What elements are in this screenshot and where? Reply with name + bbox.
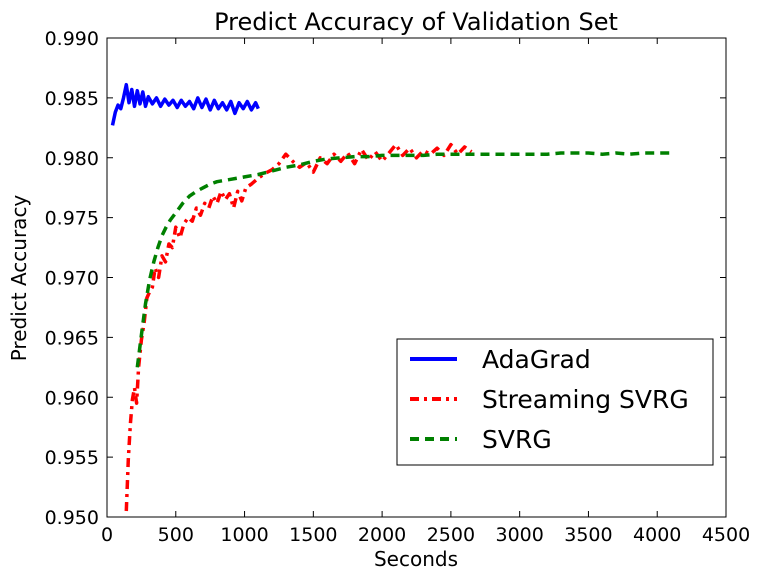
y-tick-label: 0.980 <box>45 148 99 170</box>
y-tick-label: 0.955 <box>45 447 99 469</box>
y-tick-label: 0.990 <box>45 28 99 50</box>
plot-area <box>110 82 671 512</box>
series-line-streaming-svrg <box>124 142 473 512</box>
x-tick-label: 2000 <box>358 524 406 546</box>
y-tick-label: 0.975 <box>45 208 99 230</box>
legend-label-adagrad: AdaGrad <box>482 345 591 374</box>
x-tick-label: 3000 <box>495 524 543 546</box>
series-line-svrg <box>135 151 671 368</box>
x-tick-label: 1500 <box>289 524 337 546</box>
axes: 0 500 1000 1500 2000 2500 3000 3500 4000 4500 0.95… <box>45 28 751 546</box>
y-axis-label: Predict Accuracy <box>7 195 31 362</box>
chart-title: Predict Accuracy of Validation Set <box>214 8 618 36</box>
x-tick-label: 1000 <box>220 524 268 546</box>
series-line-adagrad <box>110 82 260 126</box>
x-axis-label: Seconds <box>374 547 458 571</box>
y-tick-label: 0.950 <box>45 507 99 529</box>
y-tick-label: 0.965 <box>45 327 99 349</box>
legend: AdaGrad Streaming SVRG SVRG <box>396 338 714 466</box>
y-tick-label: 0.985 <box>45 88 99 110</box>
y-tick-label: 0.960 <box>45 387 99 409</box>
x-tick-label: 3500 <box>564 524 612 546</box>
x-tick-label: 4000 <box>633 524 681 546</box>
x-tick-label: 2500 <box>427 524 475 546</box>
y-tick-label: 0.970 <box>45 268 99 290</box>
x-tick-label: 500 <box>158 524 194 546</box>
x-tick-label: 0 <box>101 524 113 546</box>
legend-label-svrg: SVRG <box>482 425 552 454</box>
x-tick-label: 4500 <box>702 524 750 546</box>
legend-label-streaming-svrg: Streaming SVRG <box>482 385 689 414</box>
